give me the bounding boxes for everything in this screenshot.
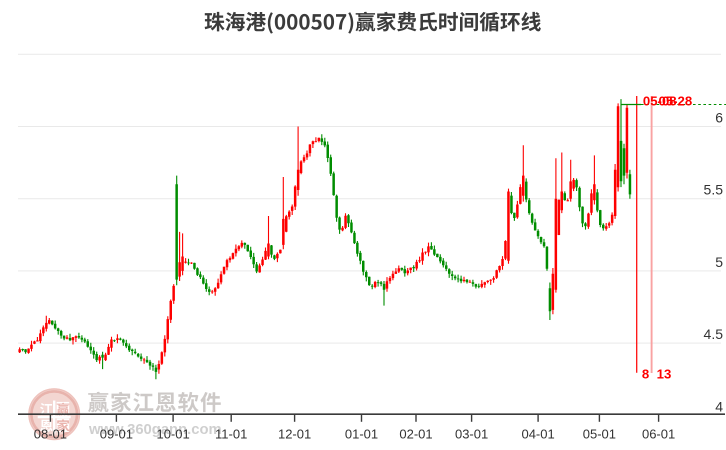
svg-text:4.5: 4.5 xyxy=(704,326,724,342)
svg-text:www.360gann.com: www.360gann.com xyxy=(88,422,222,438)
svg-text:5.5: 5.5 xyxy=(704,182,724,198)
svg-text:05-01: 05-01 xyxy=(583,427,616,442)
svg-text:8: 8 xyxy=(642,366,649,381)
svg-text:04-01: 04-01 xyxy=(521,427,554,442)
svg-text:5: 5 xyxy=(715,254,723,270)
svg-text:6: 6 xyxy=(715,110,723,126)
svg-text:13: 13 xyxy=(657,366,672,381)
svg-text:09-01: 09-01 xyxy=(100,427,133,442)
svg-text:06-01: 06-01 xyxy=(642,427,675,442)
svg-text:10-01: 10-01 xyxy=(156,427,189,442)
svg-text:12-01: 12-01 xyxy=(278,427,311,442)
svg-text:05-08: 05-08 xyxy=(643,94,677,109)
svg-text:11-01: 11-01 xyxy=(215,427,247,442)
svg-text:03-01: 03-01 xyxy=(455,427,488,442)
svg-text:08-01: 08-01 xyxy=(34,427,67,442)
svg-text:4: 4 xyxy=(715,398,723,414)
svg-text:01-01: 01-01 xyxy=(345,427,378,442)
svg-text:02-01: 02-01 xyxy=(399,427,432,442)
svg-text:05-28: 05-28 xyxy=(659,94,693,109)
